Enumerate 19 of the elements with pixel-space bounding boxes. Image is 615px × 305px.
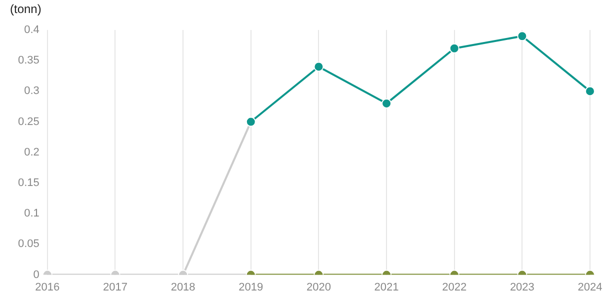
x-tick-label: 2024: [578, 281, 602, 294]
y-axis-title: (tonn): [10, 2, 42, 16]
x-tick-label: 2023: [510, 281, 534, 294]
x-tick-label: 2021: [374, 281, 399, 294]
y-tick-label: 0.2: [24, 146, 40, 158]
y-tick-label: 0.25: [18, 116, 40, 128]
x-tick-label: 2017: [102, 281, 128, 294]
x-tick-label: 2019: [238, 281, 264, 294]
x-tick-label: 2020: [306, 281, 331, 294]
x-tick-label: 2018: [170, 281, 196, 294]
x-tick-label: 2022: [442, 281, 467, 294]
y-tick-label: 0.15: [18, 177, 40, 190]
y-tick-label: 0.05: [18, 238, 40, 250]
y-tick-label: 0: [33, 268, 40, 281]
y-tick-label: 0.35: [18, 54, 40, 67]
x-tick-label: 2016: [35, 281, 60, 294]
y-tick-label: 0.1: [24, 208, 40, 220]
y-tick-label: 0.4: [24, 24, 40, 36]
y-tick-label: 0.3: [24, 85, 40, 98]
